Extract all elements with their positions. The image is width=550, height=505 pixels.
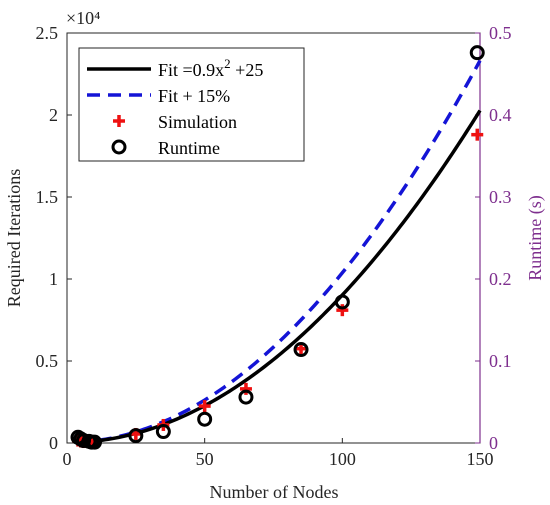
- y-left-tick-label: 0: [49, 433, 58, 453]
- legend: Fit =0.9x2 +25 Fit + 15% Simulation Runt…: [78, 47, 305, 162]
- x-tick-label: 0: [63, 449, 72, 469]
- y-left-tick-label: 1.5: [36, 187, 59, 207]
- y-right-tick-label: 0.5: [489, 23, 512, 43]
- legend-swatch-simulation: [113, 115, 125, 127]
- y-left-tick-label: 2.5: [36, 23, 59, 43]
- simulation-point: [198, 400, 211, 413]
- x-axis-title: Number of Nodes: [210, 482, 339, 502]
- y-left-tick-label: 0.5: [36, 351, 59, 371]
- series-fit-line: [77, 109, 482, 445]
- y-left-tick-label: 1: [49, 269, 58, 289]
- x-tick-label: 50: [196, 449, 214, 469]
- data-markers: [70, 45, 485, 450]
- fit-curves: [77, 59, 482, 445]
- legend-swatch-runtime: [111, 139, 127, 155]
- y-left-tick-label: 2: [49, 105, 58, 125]
- series-fit-15-line: [77, 59, 482, 445]
- runtime-point: [87, 434, 103, 450]
- y-axis-left-title: Required Iterations: [4, 169, 24, 307]
- legend-fit-superscript: 2: [224, 56, 231, 71]
- x-tick-label: 150: [467, 449, 494, 469]
- y-exponent-label: ×10⁴: [66, 8, 100, 28]
- simulation-point: [239, 382, 252, 395]
- y-right-tick-label: 0.4: [489, 105, 512, 125]
- runtime-point: [334, 294, 350, 310]
- legend-fit-main: Fit =0.9x: [158, 60, 224, 80]
- simulation-point: [336, 304, 349, 317]
- runtime-point: [469, 45, 485, 61]
- simulation-point: [471, 128, 484, 141]
- legend-label-runtime: Runtime: [158, 138, 220, 158]
- y-right-tick-label: 0: [489, 433, 498, 453]
- runtime-point: [128, 428, 144, 444]
- x-tick-label: 100: [329, 449, 356, 469]
- y-right-tick-label: 0.2: [489, 269, 512, 289]
- y-right-tick-label: 0.1: [489, 351, 512, 371]
- legend-label-simulation: Simulation: [158, 112, 237, 132]
- runtime-point: [238, 389, 254, 405]
- y-right-tick-label: 0.3: [489, 187, 512, 207]
- y-axis-right-title: Runtime (s): [525, 195, 546, 281]
- runtime-point: [293, 342, 309, 358]
- legend-label-fit: Fit =0.9x2 +25: [158, 56, 263, 80]
- legend-label-fit15: Fit + 15%: [158, 86, 230, 106]
- runtime-point: [197, 411, 213, 427]
- legend-fit-suffix: +25: [231, 60, 264, 80]
- runtime-point: [155, 424, 171, 440]
